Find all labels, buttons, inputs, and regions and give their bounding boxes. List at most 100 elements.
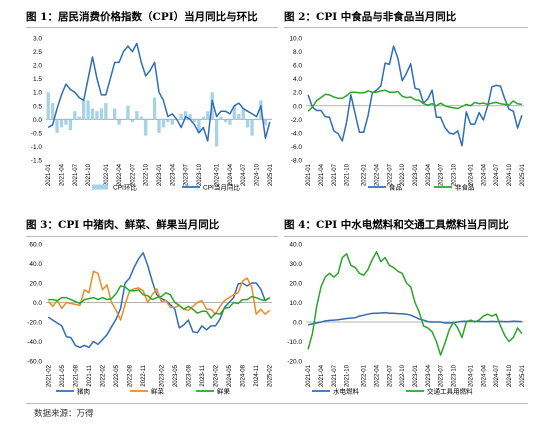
bar-0-30 [179,113,183,120]
bar-0-28 [170,119,174,125]
source-rule [26,403,528,404]
bar-0-22 [144,119,148,136]
x-tick-label: 2024-10 [254,163,260,186]
x-tick-label: 2022-10 [400,163,406,186]
bar-0-26 [161,119,166,128]
bar-0-6 [73,111,77,120]
y-tick-label: 2.0 [33,63,42,70]
x-tick-label: 2024-10 [507,163,513,186]
bar-0-10 [90,108,95,120]
y-tick-label: -60.0 [27,359,42,366]
x-tick-label: 2021-07 [73,163,79,186]
x-tick-label: 2022-08 [128,364,134,387]
chart-title-2: 图 2：CPI 中食品与非食品当月同比 [284,11,457,23]
x-tick-label: 2021-10 [345,364,351,387]
series-line-2 [48,285,271,319]
bar-0-40 [223,119,228,123]
x-tick-label: 2025-01 [520,163,526,186]
x-tick-label: 2023-04 [426,364,432,387]
bar-0-47 [254,119,259,120]
legend-label-2: 鲜果 [217,387,231,396]
x-tick-label: 2023-02 [159,364,165,387]
series-line-1 [307,251,523,356]
x-tick-label: 2021-04 [319,364,325,387]
y-tick-label: -4.0 [291,130,303,137]
legend-label-0: 食品 [389,183,402,192]
bar-0-12 [99,108,104,120]
series-line-1 [47,270,271,321]
x-tick-label: 2022-04 [375,364,381,387]
x-tick-label: 2024-01 [469,364,475,387]
x-tick-label: 2022-11 [141,364,147,386]
x-tick-label: 2024-04 [481,163,487,186]
x-tick-label: 2022-10 [144,163,150,186]
legend-label-0: 水电燃料 [333,387,360,396]
bar-0-33 [192,119,197,123]
x-tick-label: 2023-05 [173,364,179,387]
chart-title-4: 图 4：CPI 中水电燃料和交通工具燃料当月同比 [284,219,509,231]
series-line-0 [307,45,523,147]
title-rule-1 [26,27,278,28]
title-rule-2 [284,27,528,28]
y-tick-label: -8.0 [291,158,303,165]
x-tick-label: 2023-07 [439,163,445,186]
y-tick-label: 30.0 [289,261,302,268]
y-tick-label: 20.0 [29,281,42,288]
bar-0-50 [268,119,272,120]
x-tick-label: 2024-07 [494,364,500,387]
y-tick-label: 0.0 [33,117,42,124]
x-tick-label: 2024-08 [241,364,247,387]
x-tick-label: 2022-07 [130,163,136,186]
legend-label-1: 鲜菜 [151,387,165,396]
x-tick-label: 2021-02 [46,364,52,387]
x-tick-label: 2022-02 [101,364,107,387]
bar-0-25 [157,119,161,133]
bar-0-49 [263,119,268,125]
x-tick-label: 2023-11 [200,364,206,386]
x-tick-label: 2021-08 [73,364,79,387]
x-tick-label: 2023-08 [186,364,192,387]
x-tick-label: 2022-05 [114,364,120,387]
y-tick-label: -40.0 [27,339,42,346]
x-tick-label: 2021-10 [86,163,92,186]
x-tick-label: 2024-01 [469,163,475,186]
bar-0-38 [214,119,219,147]
x-tick-label: 2021-04 [319,163,325,186]
y-tick-label: 20.0 [289,281,302,288]
bar-0-5 [68,119,73,131]
bar-0-1 [50,103,55,120]
x-tick-label: 2021-11 [87,364,93,386]
y-tick-label: 0.5 [33,103,42,110]
y-tick-label: 0.0 [293,103,302,110]
x-tick-label: 2024-05 [227,364,233,387]
bar-0-39 [219,116,223,120]
bar-0-2 [55,119,59,133]
legend-label-1: 非食品 [455,183,475,192]
y-tick-label: -2.0 [291,117,303,124]
y-tick-label: 6.0 [293,63,302,70]
bar-0-11 [95,111,99,120]
x-tick-label: 2024-10 [507,364,513,387]
legend-label-1: 交通工具用燃料 [427,387,473,396]
y-tick-label: -20.0 [27,320,42,327]
y-tick-label: -10.0 [287,339,302,346]
x-tick-label: 2024-02 [214,364,220,387]
x-tick-label: 2023-04 [170,163,176,186]
bar-0-7 [77,116,81,120]
bar-0-3 [59,119,64,128]
x-tick-label: 2024-01 [215,163,221,186]
x-tick-label: 2021-01 [46,163,52,186]
title-rule-3 [26,236,278,237]
y-tick-label: 10.0 [289,36,302,43]
bar-0-0 [46,92,50,120]
x-tick-label: 2025-01 [520,364,526,387]
legend-label-0: 猪肉 [77,387,90,396]
legend-label-0: CPI环比 [113,183,137,192]
x-tick-label: 2022-07 [387,364,393,387]
bar-0-17 [121,119,126,120]
x-tick-label: 2022-01 [362,163,368,186]
bar-0-44 [241,108,245,120]
